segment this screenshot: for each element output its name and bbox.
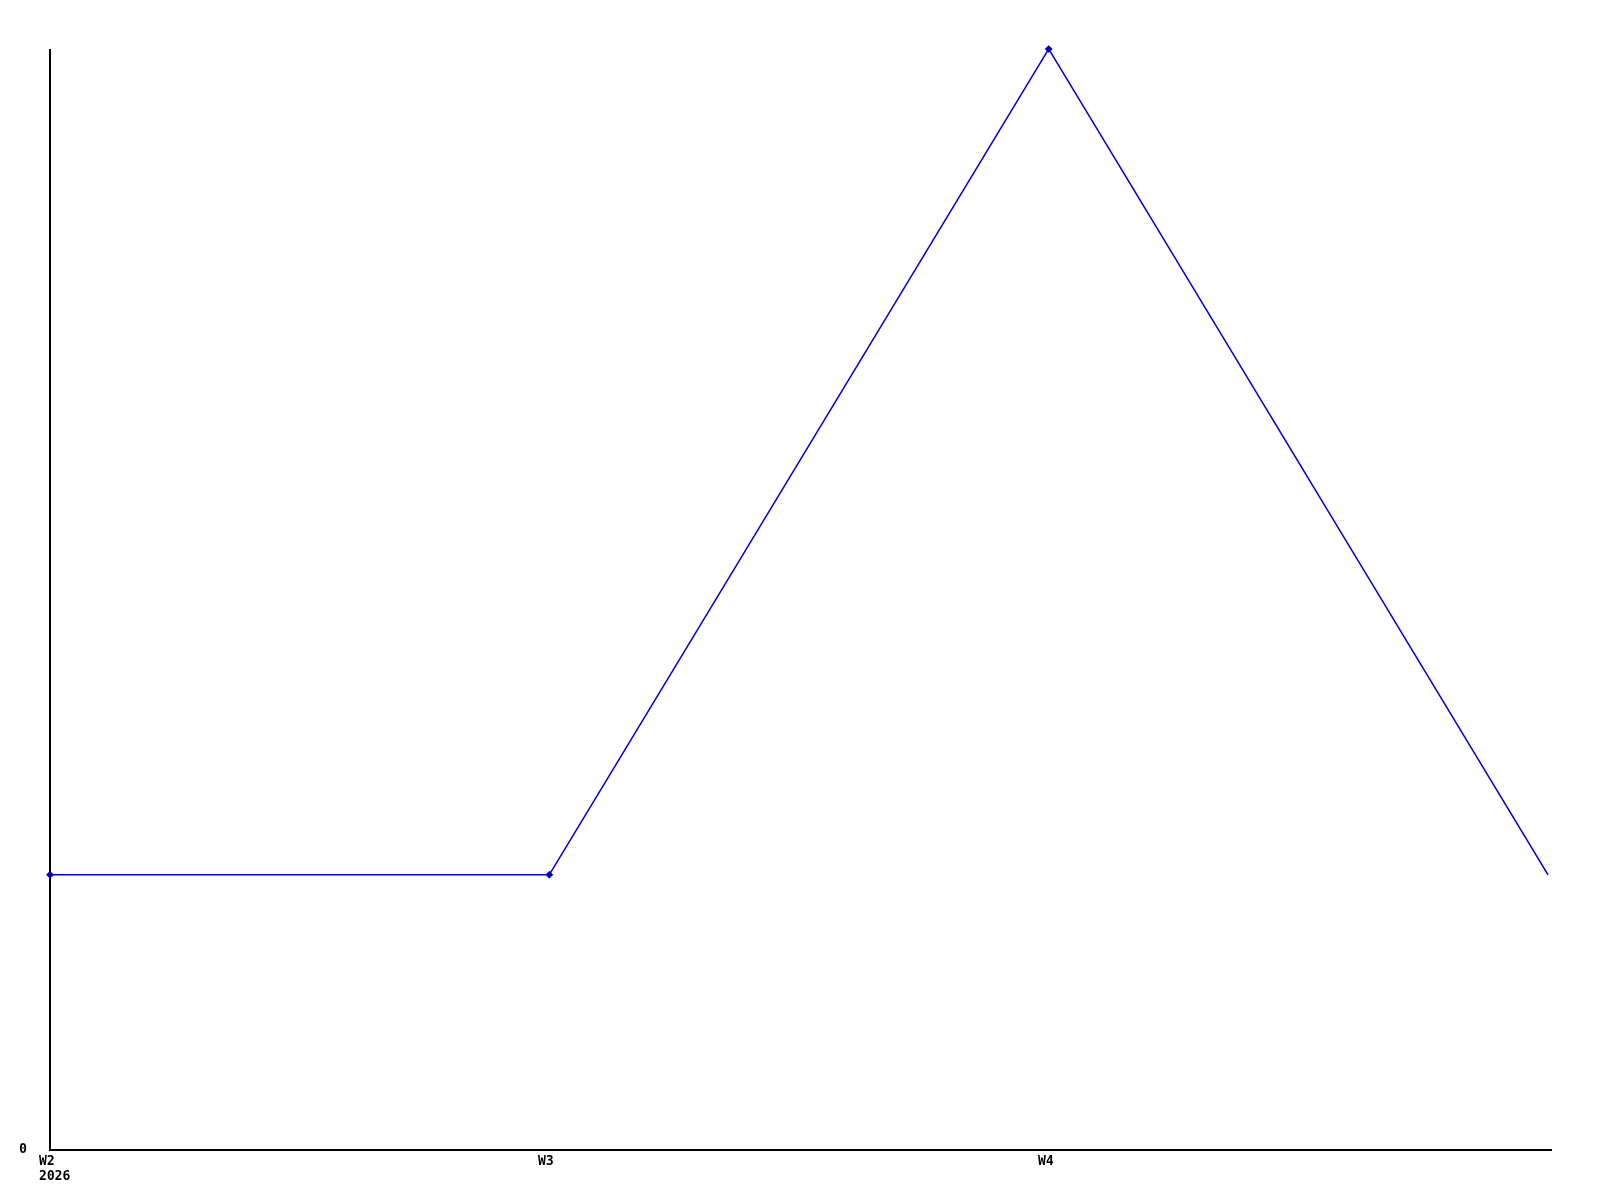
x-tick-label-w3: W3: [538, 1154, 554, 1169]
x-tick-label-w2: W2: [39, 1154, 55, 1169]
y-tick-label-0: 0: [19, 1142, 27, 1157]
data-point-marker: [46, 870, 54, 879]
x-axis-year-label: 2026: [39, 1169, 71, 1184]
data-line: [50, 47, 1549, 876]
x-tick-label-w4: W4: [1038, 1154, 1054, 1169]
data-point-marker: [1044, 45, 1053, 53]
data-point-marker: [545, 870, 554, 879]
